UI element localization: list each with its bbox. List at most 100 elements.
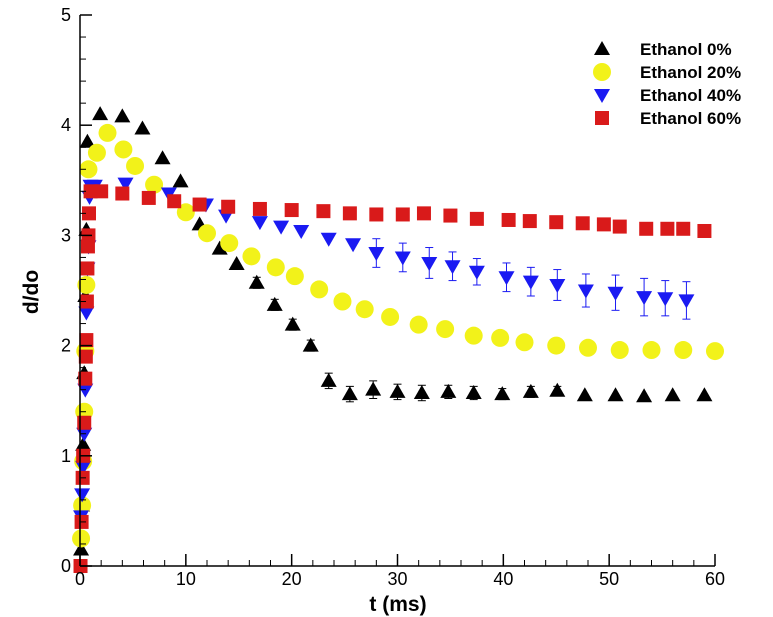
data-point — [444, 260, 461, 275]
data-point — [612, 219, 627, 234]
data-point — [465, 384, 482, 399]
data-point — [577, 284, 594, 299]
data-point — [79, 294, 94, 309]
legend-marker — [593, 63, 611, 81]
plot-area — [72, 106, 724, 573]
data-point — [342, 206, 357, 221]
data-point — [676, 221, 691, 236]
data-point — [81, 206, 96, 221]
data-point — [697, 223, 712, 238]
data-point — [83, 184, 98, 199]
data-point — [75, 460, 92, 475]
data-point — [285, 267, 304, 286]
x-tick-label: 60 — [705, 569, 725, 589]
data-point — [610, 341, 629, 360]
data-point — [79, 133, 96, 148]
data-point — [284, 203, 299, 218]
data-point — [172, 173, 189, 188]
data-point — [464, 326, 483, 345]
data-point — [345, 238, 362, 253]
data-point — [79, 333, 94, 348]
data-point — [664, 387, 681, 402]
data-point — [491, 328, 510, 347]
data-point — [706, 342, 724, 361]
data-point — [389, 383, 406, 398]
data-point — [211, 240, 228, 255]
data-point — [87, 143, 106, 162]
data-point — [607, 286, 624, 301]
data-point — [416, 206, 431, 221]
data-point — [115, 186, 130, 201]
data-point — [636, 388, 653, 403]
data-point — [221, 199, 236, 214]
data-point — [642, 341, 661, 360]
data-point — [310, 280, 329, 299]
data-point — [443, 208, 458, 223]
data-point — [498, 271, 515, 286]
data-point — [220, 234, 239, 253]
data-point — [549, 278, 566, 293]
data-point — [549, 215, 564, 230]
data-point — [636, 291, 653, 306]
data-point — [576, 387, 593, 402]
data-point — [251, 216, 268, 231]
data-point — [522, 275, 539, 290]
data-point — [248, 274, 265, 289]
series-1 — [72, 123, 724, 548]
data-point — [607, 387, 624, 402]
x-tick-label: 10 — [176, 569, 196, 589]
x-tick-label: 0 — [75, 569, 85, 589]
data-point — [80, 239, 95, 254]
data-point — [77, 383, 94, 398]
data-point — [80, 261, 95, 276]
data-point — [252, 201, 267, 216]
data-point — [320, 372, 337, 387]
y-tick-label: 1 — [61, 446, 71, 466]
y-tick-label: 3 — [61, 225, 71, 245]
x-tick-label: 20 — [282, 569, 302, 589]
data-point — [198, 224, 216, 243]
data-point — [320, 232, 337, 247]
data-point — [674, 341, 693, 360]
data-point — [579, 338, 597, 357]
legend-label: Ethanol 20% — [640, 63, 741, 82]
y-axis-label: d/do — [20, 270, 43, 314]
data-point — [436, 320, 455, 339]
x-tick-label: 30 — [387, 569, 407, 589]
y-tick-label: 0 — [61, 556, 71, 576]
data-point — [273, 220, 290, 235]
data-point — [302, 337, 319, 352]
data-point — [141, 190, 156, 205]
data-point — [522, 383, 539, 398]
data-point — [469, 211, 484, 226]
data-point — [126, 156, 145, 175]
data-point — [72, 529, 91, 548]
data-point — [421, 256, 438, 271]
legend: Ethanol 0% Ethanol 20% Ethanol 40% Ethanol … — [593, 40, 741, 128]
y-tick-label: 4 — [61, 115, 71, 135]
data-point — [79, 160, 98, 179]
series-0 — [73, 106, 713, 556]
data-point — [154, 150, 171, 165]
data-point — [78, 371, 93, 386]
data-point — [413, 384, 430, 399]
data-point — [73, 541, 90, 556]
data-point — [515, 333, 534, 352]
data-point — [333, 292, 352, 311]
data-point — [74, 488, 91, 503]
data-point — [94, 184, 109, 199]
data-point — [678, 294, 695, 309]
data-point — [266, 258, 285, 277]
data-point — [92, 106, 109, 121]
data-point — [381, 307, 400, 326]
data-point — [440, 383, 457, 398]
data-point — [394, 251, 411, 266]
axes: 0 10 20 30 40 50 60 0 1 2 3 4 5 — [61, 5, 725, 589]
data-point — [78, 349, 93, 364]
data-point — [575, 216, 590, 231]
data-point — [242, 247, 261, 266]
x-tick-label: 40 — [493, 569, 513, 589]
legend-marker — [595, 111, 609, 125]
data-point — [75, 436, 92, 451]
